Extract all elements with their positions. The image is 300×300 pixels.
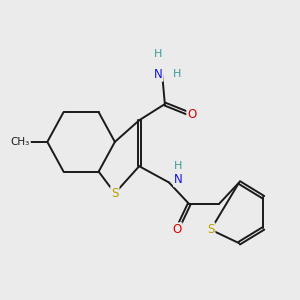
Text: S: S — [111, 187, 118, 200]
Text: S: S — [207, 223, 214, 236]
Text: O: O — [172, 223, 182, 236]
Text: H: H — [154, 49, 162, 59]
Text: O: O — [187, 108, 196, 122]
Text: H: H — [174, 161, 183, 171]
Text: CH₃: CH₃ — [11, 137, 30, 147]
Text: H: H — [173, 69, 181, 79]
Text: N: N — [174, 173, 183, 186]
Text: N: N — [154, 68, 163, 81]
